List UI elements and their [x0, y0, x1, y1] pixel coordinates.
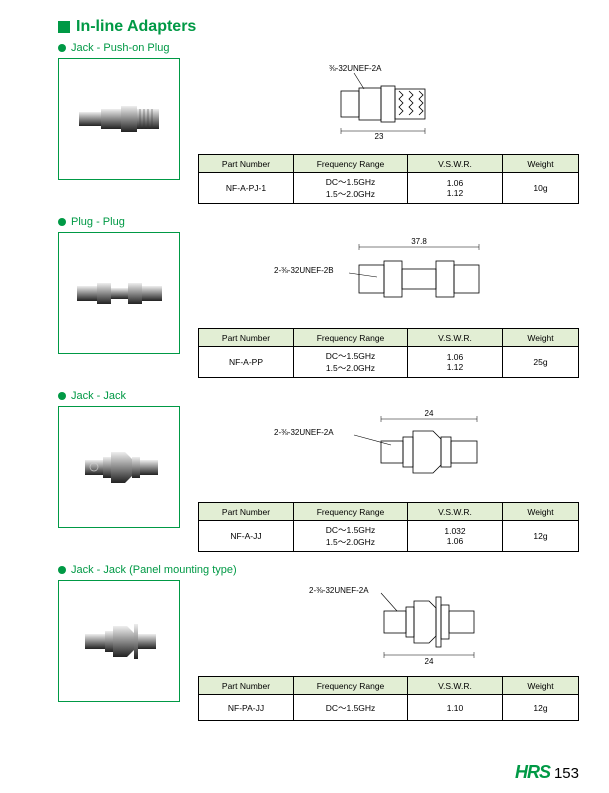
tech-drawing-4: 2-⅜-32UNEF-2A 24	[198, 580, 579, 670]
subtitle-row-4: Jack - Jack (Panel mounting type)	[58, 564, 579, 576]
td-part-1: NF-A-PJ-1	[199, 173, 294, 204]
th-weight: Weight	[503, 329, 579, 347]
th-freq: Frequency Range	[294, 677, 408, 695]
thread-label-3: 2-⅜-32UNEF-2A	[274, 428, 334, 437]
subtitle-1: Jack - Push-on Plug	[71, 42, 169, 54]
subtitle-2: Plug - Plug	[71, 216, 125, 228]
title-square-icon	[58, 21, 70, 33]
td-freq-1: DC～1.5GHz 1.5～2.0GHz	[294, 173, 408, 204]
th-part: Part Number	[199, 503, 294, 521]
th-weight: Weight	[503, 503, 579, 521]
td-weight-3: 12g	[503, 521, 579, 552]
td-vswr-2: 1.06 1.12	[408, 347, 503, 378]
spec-table-3: Part Number Frequency Range V.S.W.R. Wei…	[198, 502, 579, 552]
subtitle-row-2: Plug - Plug	[58, 216, 579, 228]
td-part-4: NF-PA-JJ	[199, 695, 294, 721]
tech-drawing-1: ⅜-32UNEF-2A 23	[198, 58, 579, 148]
subtitle-3: Jack - Jack	[71, 390, 126, 402]
th-freq: Frequency Range	[294, 329, 408, 347]
page-title-row: In-line Adapters	[58, 18, 579, 36]
dim-label-3: 24	[424, 409, 433, 418]
td-freq-3: DC～1.5GHz 1.5～2.0GHz	[294, 521, 408, 552]
dim-label-2: 37.8	[411, 237, 427, 246]
th-vswr: V.S.W.R.	[408, 329, 503, 347]
dim-label-4: 24	[424, 657, 433, 666]
spec-table-2: Part Number Frequency Range V.S.W.R. Wei…	[198, 328, 579, 378]
page-number: 153	[554, 765, 579, 782]
th-part: Part Number	[199, 155, 294, 173]
thread-label-2: 2-⅜-32UNEF-2B	[274, 266, 334, 275]
th-part: Part Number	[199, 329, 294, 347]
section-4: Jack - Jack (Panel mounting type) 2-⅜-32…	[58, 564, 579, 721]
product-photo-1	[58, 58, 180, 180]
td-weight-1: 10g	[503, 173, 579, 204]
thread-label-4: 2-⅜-32UNEF-2A	[309, 586, 369, 595]
thread-label-1: ⅜-32UNEF-2A	[329, 64, 382, 73]
bullet-icon	[58, 566, 66, 574]
footer-logo: HRS	[515, 762, 550, 783]
dim-label-1: 23	[374, 132, 383, 141]
subtitle-row-1: Jack - Push-on Plug	[58, 42, 579, 54]
th-freq: Frequency Range	[294, 503, 408, 521]
td-vswr-4: 1.10	[408, 695, 503, 721]
bullet-icon	[58, 392, 66, 400]
th-weight: Weight	[503, 677, 579, 695]
td-weight-4: 12g	[503, 695, 579, 721]
subtitle-row-3: Jack - Jack	[58, 390, 579, 402]
bullet-icon	[58, 218, 66, 226]
th-freq: Frequency Range	[294, 155, 408, 173]
bullet-icon	[58, 44, 66, 52]
tech-drawing-3: 24 2-⅜-32UNEF-2A	[198, 406, 579, 496]
td-freq-2: DC～1.5GHz 1.5～2.0GHz	[294, 347, 408, 378]
page-title: In-line Adapters	[76, 18, 196, 36]
th-vswr: V.S.W.R.	[408, 677, 503, 695]
tech-drawing-2: 37.8 2-⅜-32UNEF-2B	[198, 232, 579, 322]
section-1: Jack - Push-on Plug ⅜-32UNEF-2A	[58, 42, 579, 204]
section-2: Plug - Plug 37.8 2-⅜-32UNEF-2B	[58, 216, 579, 378]
td-part-3: NF-A-JJ	[199, 521, 294, 552]
footer: HRS 153	[515, 762, 579, 783]
product-photo-2	[58, 232, 180, 354]
th-weight: Weight	[503, 155, 579, 173]
td-vswr-1: 1.06 1.12	[408, 173, 503, 204]
spec-table-1: Part Number Frequency Range V.S.W.R. Wei…	[198, 154, 579, 204]
product-photo-4	[58, 580, 180, 702]
td-vswr-3: 1.032 1.06	[408, 521, 503, 552]
spec-table-4: Part Number Frequency Range V.S.W.R. Wei…	[198, 676, 579, 721]
th-vswr: V.S.W.R.	[408, 503, 503, 521]
td-weight-2: 25g	[503, 347, 579, 378]
section-3: Jack - Jack 24 2-⅜-32UNEF-2A	[58, 390, 579, 552]
td-freq-4: DC～1.5GHz	[294, 695, 408, 721]
th-vswr: V.S.W.R.	[408, 155, 503, 173]
subtitle-4: Jack - Jack (Panel mounting type)	[71, 564, 237, 576]
td-part-2: NF-A-PP	[199, 347, 294, 378]
th-part: Part Number	[199, 677, 294, 695]
product-photo-3	[58, 406, 180, 528]
